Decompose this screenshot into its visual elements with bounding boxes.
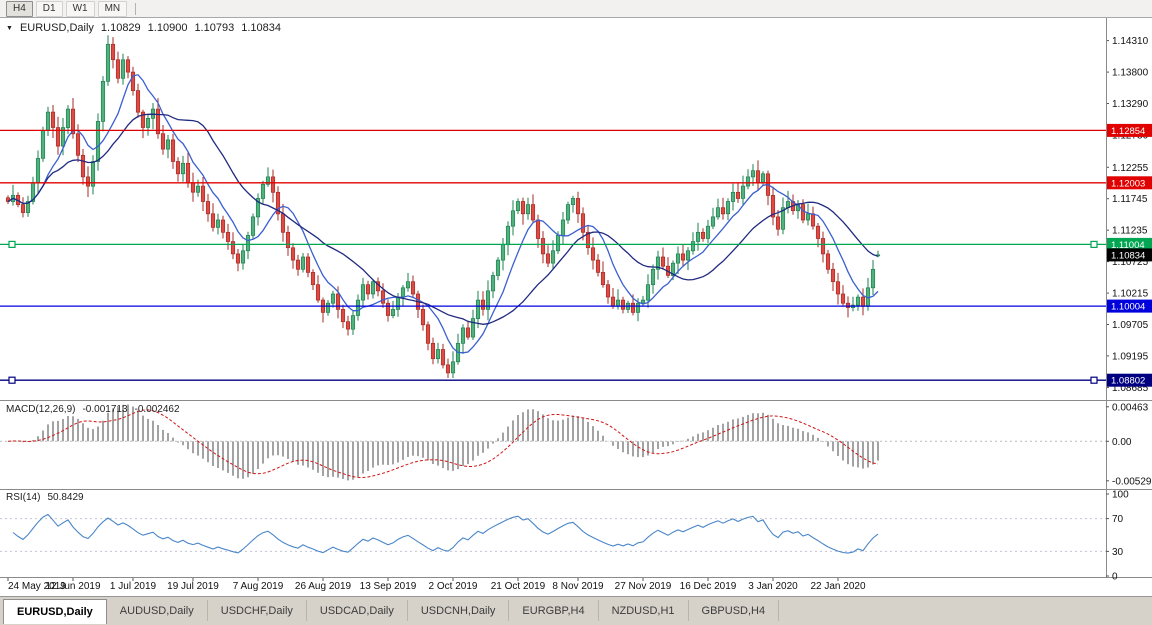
- rsi-title: RSI(14): [6, 492, 41, 503]
- rsi-value: 50.8429: [47, 492, 84, 503]
- rsi-line: [12, 513, 879, 554]
- chart-tab-usdchf-daily[interactable]: USDCHF,Daily: [208, 600, 307, 621]
- macd-axis-tick: 0.00463: [1112, 402, 1149, 413]
- price-badge-1.12854: [1107, 123, 1152, 137]
- chart-tab-nzdusd-h1[interactable]: NZDUSD,H1: [599, 600, 689, 621]
- date-axis-tick: 3 Jan 2020: [748, 581, 798, 592]
- macd-indicator-label: MACD(12,26,9) -0.001713 -0.002462: [6, 404, 180, 415]
- date-axis-tick: 21 Oct 2019: [491, 581, 546, 592]
- price-axis-tick: 1.13290: [1112, 99, 1149, 110]
- price-axis-tick: 1.11745: [1112, 194, 1148, 205]
- chart-dropdown-icon[interactable]: ▼: [6, 24, 13, 32]
- date-axis-tick: 19 Jul 2019: [167, 581, 219, 592]
- date-axis-tick: 8 Nov 2019: [552, 581, 604, 592]
- line-handle[interactable]: [1090, 240, 1098, 248]
- timeframe-button-mn[interactable]: MN: [97, 0, 128, 17]
- price-badge-1.11004-text: 1.11004: [1111, 240, 1145, 251]
- ma-slow-line: [7, 113, 879, 325]
- date-axis-tick: 24 May 2019: [8, 581, 66, 592]
- macd-axis-tick: 0.00: [1112, 437, 1132, 448]
- price-badge-1.10004-text: 1.10004: [1111, 302, 1145, 313]
- chart-tab-gbpusd-h4[interactable]: GBPUSD,H4: [689, 600, 780, 621]
- line-handle[interactable]: [1090, 376, 1098, 384]
- chart-title: ▼ EURUSD,Daily 1.10829 1.10900 1.10793 1…: [6, 22, 281, 34]
- price-badge-1.08802: [1107, 373, 1152, 387]
- chart-tab-bar: EURUSD,Daily AUDUSD,Daily USDCHF,Daily USDC…: [0, 596, 1152, 625]
- date-axis-tick: 16 Dec 2019: [680, 581, 737, 592]
- macd-title: MACD(12,26,9): [6, 404, 76, 415]
- current-price-badge-text: 1.10834: [1111, 250, 1145, 261]
- price-axis-tick: 1.08685: [1112, 383, 1149, 394]
- date-axis-tick: 26 Aug 2019: [295, 581, 352, 592]
- current-price-badge: [1107, 248, 1152, 262]
- chart-tab-usdcad-daily[interactable]: USDCAD,Daily: [307, 600, 408, 621]
- price-axis-tick: 1.11235: [1112, 226, 1148, 237]
- ohlc-close: 1.10834: [241, 22, 281, 34]
- macd-panel: [0, 404, 1106, 481]
- macd-signal-value: -0.002462: [134, 404, 180, 415]
- chart-tab-audusd-daily[interactable]: AUDUSD,Daily: [107, 600, 208, 621]
- date-axis-tick: 22 Jan 2020: [810, 581, 865, 592]
- date-axis-tick: 12 Jun 2019: [45, 581, 100, 592]
- date-axis-tick: 13 Sep 2019: [360, 581, 417, 592]
- chart-tab-eurusd-daily[interactable]: EURUSD,Daily: [3, 599, 107, 624]
- macd-axis-tick: -0.005299: [1112, 476, 1152, 487]
- price-axis-tick: 1.09195: [1112, 351, 1149, 362]
- date-axis-tick: 1 Jul 2019: [110, 581, 157, 592]
- macd-signal-line: [7, 409, 879, 479]
- price-badge-1.12854-text: 1.12854: [1111, 126, 1145, 137]
- price-axis-tick: 1.14310: [1112, 36, 1149, 47]
- ma-fast-line: [7, 74, 879, 354]
- line-handle[interactable]: [8, 376, 16, 384]
- rsi-axis-tick: 100: [1112, 490, 1129, 501]
- chart-tab-usdcnh-daily[interactable]: USDCNH,Daily: [408, 600, 510, 621]
- price-axis-tick: 1.10725: [1112, 257, 1149, 268]
- chart-symbol-label: EURUSD,Daily: [19, 22, 94, 34]
- price-badge-1.12003-text: 1.12003: [1111, 178, 1145, 189]
- date-axis-tick: 7 Aug 2019: [233, 581, 284, 592]
- ohlc-low: 1.10793: [194, 22, 235, 34]
- price-axis-tick: 1.10215: [1112, 289, 1149, 300]
- price-axis-tick: 1.09705: [1112, 320, 1149, 331]
- price-badge-1.10004: [1107, 299, 1152, 313]
- timeframe-button-w1[interactable]: W1: [65, 0, 95, 17]
- timeframe-button-d1[interactable]: D1: [35, 0, 63, 17]
- rsi-axis-tick: 0: [1112, 572, 1118, 583]
- toolbar-separator: [135, 2, 137, 15]
- rsi-axis-tick: 30: [1112, 547, 1124, 558]
- timeframe-button-h4[interactable]: H4: [6, 0, 33, 17]
- date-axis-tick: 27 Nov 2019: [615, 581, 672, 592]
- price-axis-tick: 1.12255: [1112, 163, 1149, 174]
- price-axis-tick: 1.13800: [1112, 68, 1149, 79]
- price-badge-1.08802-text: 1.08802: [1111, 376, 1145, 387]
- candlestick-series: [5, 35, 881, 378]
- price-badge-1.11004: [1107, 237, 1152, 251]
- date-axis-tick: 2 Oct 2019: [429, 581, 478, 592]
- ohlc-open: 1.10829: [100, 22, 141, 34]
- timeframe-toolbar: H4 D1 W1 MN: [0, 0, 1152, 18]
- line-handle[interactable]: [8, 240, 16, 248]
- chart-tab-eurgbp-h4[interactable]: EURGBP,H4: [509, 600, 599, 621]
- chart-background: [0, 18, 1152, 596]
- macd-main-value: -0.001713: [82, 404, 128, 415]
- price-badge-1.12003: [1107, 176, 1152, 190]
- ohlc-high: 1.10900: [147, 22, 188, 34]
- rsi-axis-tick: 70: [1112, 514, 1124, 525]
- rsi-indicator-label: RSI(14) 50.8429: [6, 492, 84, 503]
